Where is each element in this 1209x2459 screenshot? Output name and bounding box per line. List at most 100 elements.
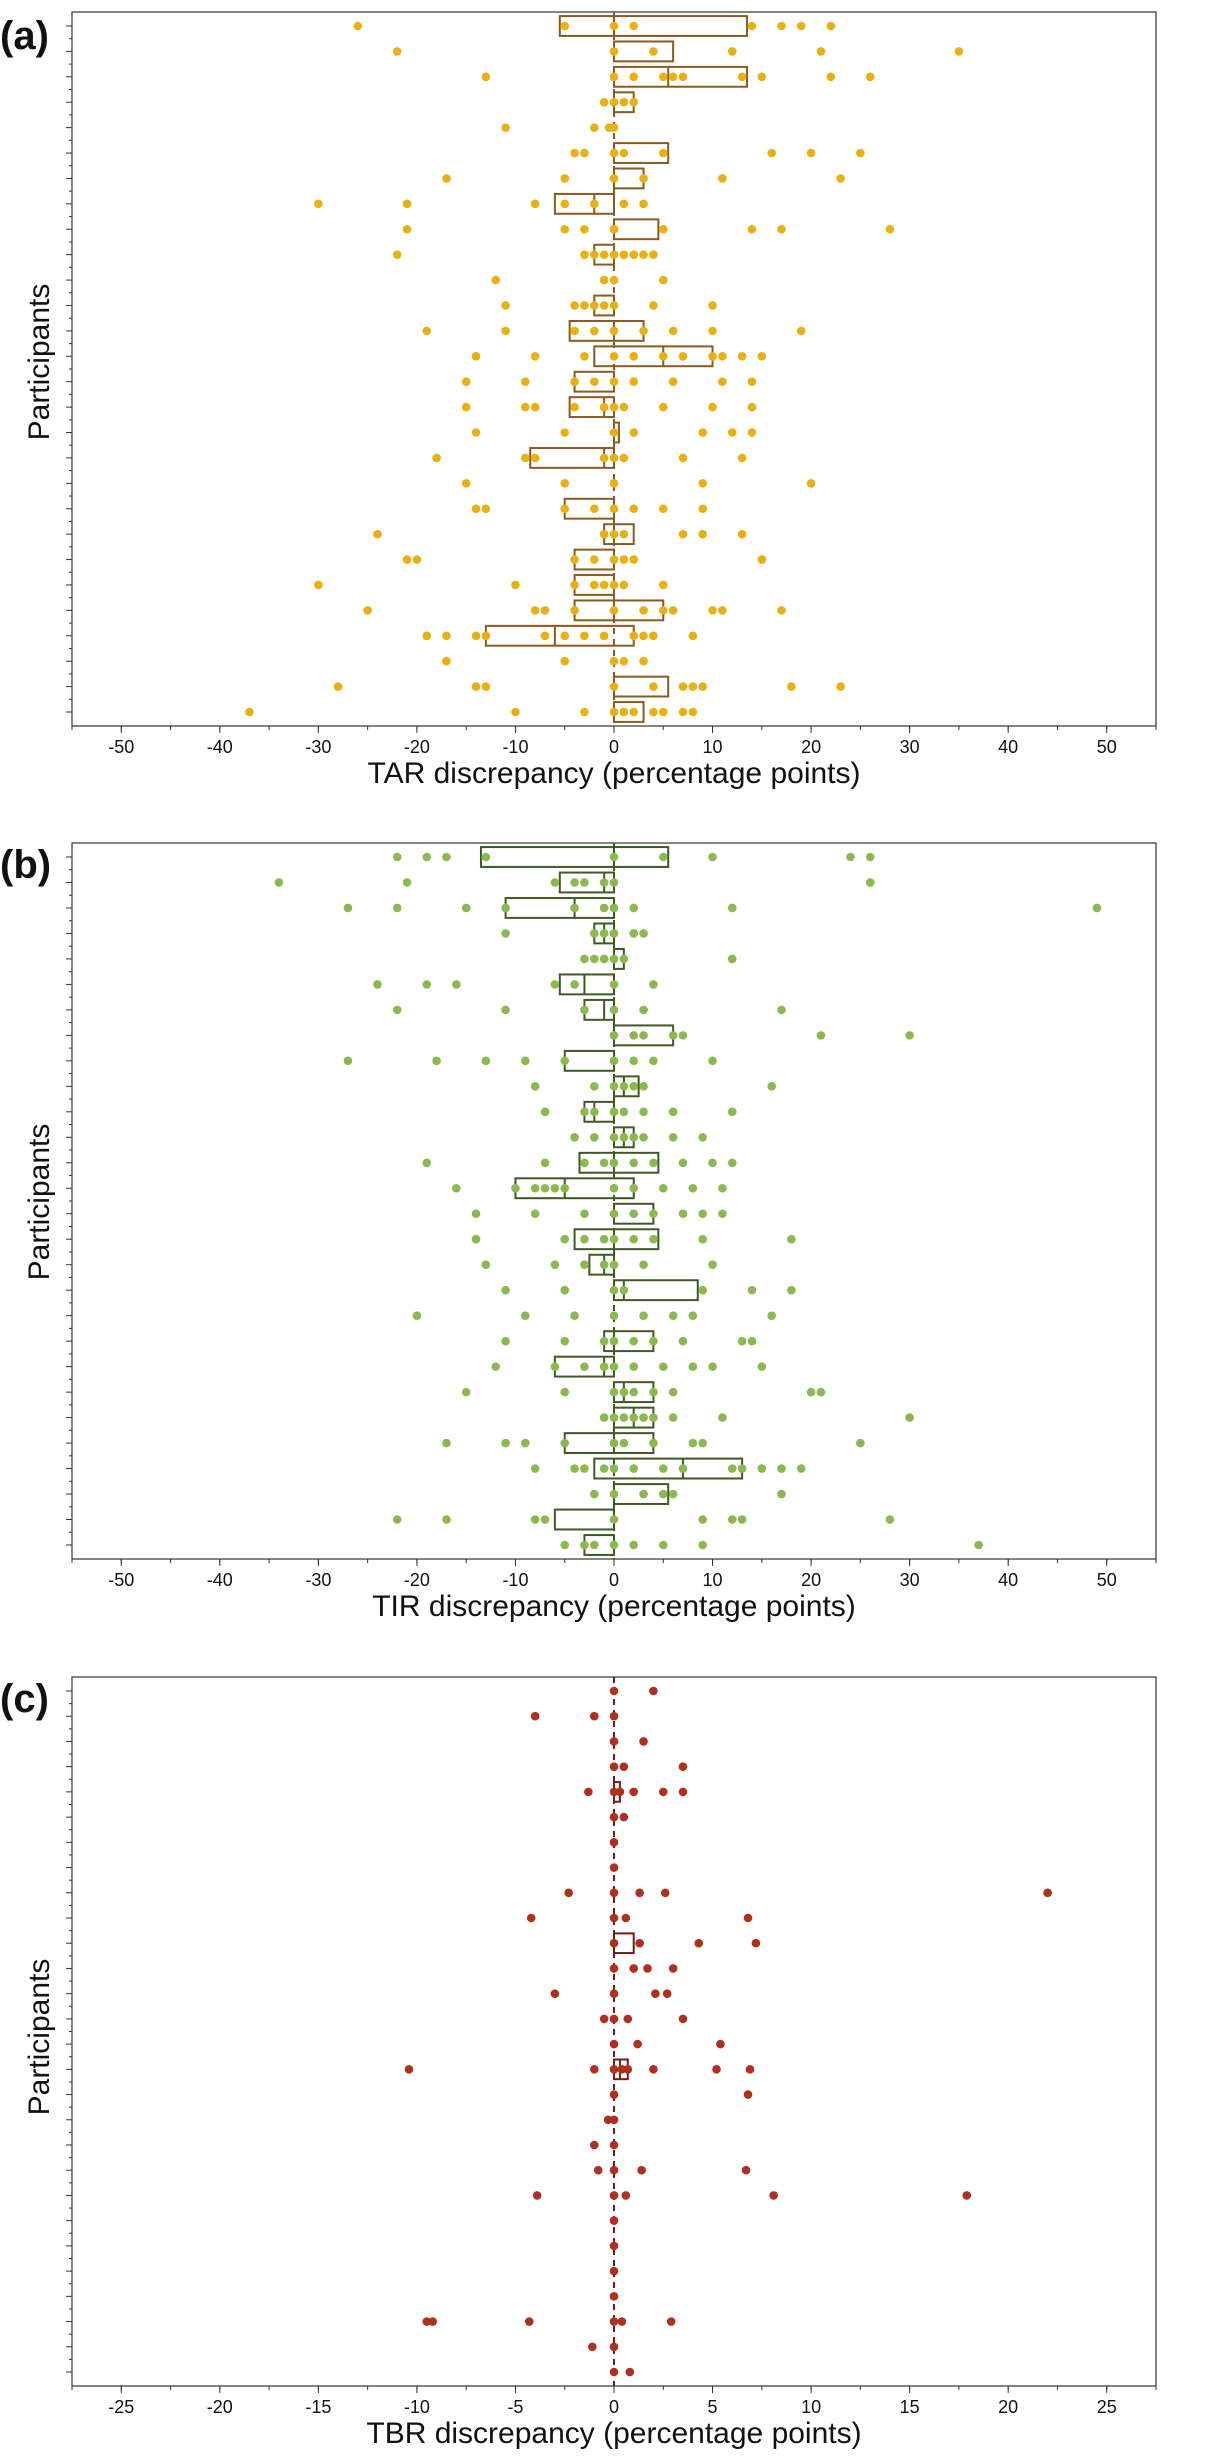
- data-point: [658, 852, 668, 862]
- x-tick-label: 25: [1097, 2397, 1117, 2417]
- data-point: [708, 1056, 717, 1066]
- data-point: [737, 529, 747, 539]
- data-point: [639, 1413, 648, 1422]
- data-point: [649, 1387, 658, 1397]
- data-point: [635, 1888, 644, 1898]
- data-point: [668, 72, 678, 82]
- data-point: [550, 878, 560, 887]
- data-point: [637, 2165, 646, 2175]
- data-point: [619, 954, 629, 964]
- data-point: [432, 1056, 441, 1066]
- data-point: [570, 1311, 579, 1320]
- data-point: [560, 174, 570, 183]
- data-point: [599, 878, 609, 887]
- data-point: [560, 1387, 570, 1397]
- data-point: [865, 72, 875, 82]
- data-point: [402, 555, 412, 564]
- data-point: [599, 453, 609, 463]
- data-point: [580, 954, 589, 964]
- data-point: [787, 1234, 796, 1244]
- data-point: [777, 1005, 786, 1015]
- data-point: [609, 2342, 619, 2352]
- data-point: [643, 1964, 652, 1973]
- data-point: [737, 351, 747, 361]
- data-point: [589, 1082, 599, 1091]
- data-point: [629, 903, 639, 913]
- data-point: [708, 1260, 717, 1270]
- data-point: [629, 351, 639, 361]
- data-point: [826, 72, 836, 82]
- data-point: [599, 1464, 609, 1473]
- data-point: [501, 1438, 510, 1448]
- data-point: [609, 1107, 619, 1117]
- data-point: [688, 1438, 698, 1448]
- iqr-box: [613, 218, 660, 241]
- data-point: [662, 1989, 672, 1998]
- data-point: [666, 2317, 676, 2326]
- data-point: [471, 428, 481, 437]
- data-point: [540, 1107, 550, 1117]
- data-point: [856, 148, 865, 158]
- data-point: [589, 2065, 599, 2074]
- data-point: [629, 1082, 639, 1091]
- data-point: [619, 1438, 629, 1448]
- data-point: [560, 1056, 570, 1066]
- data-point: [580, 1260, 589, 1270]
- data-point: [698, 1515, 707, 1524]
- data-point: [619, 1107, 629, 1117]
- data-point: [954, 47, 964, 56]
- data-point: [747, 1336, 757, 1346]
- iqr-box: [578, 1151, 660, 1174]
- data-point: [649, 2065, 658, 2074]
- data-point: [461, 903, 471, 913]
- data-point: [540, 631, 550, 641]
- data-point: [668, 1489, 678, 1499]
- data-point: [639, 1005, 648, 1015]
- data-point: [589, 301, 599, 310]
- data-point: [619, 453, 629, 463]
- data-point: [589, 929, 599, 938]
- data-point: [727, 903, 737, 913]
- data-point: [404, 2065, 414, 2074]
- data-point: [743, 1913, 753, 1923]
- data-point: [580, 1362, 589, 1371]
- data-point: [649, 1413, 658, 1422]
- data-point: [442, 174, 451, 183]
- data-point: [649, 301, 658, 310]
- data-point: [658, 72, 668, 82]
- data-point: [649, 682, 658, 691]
- data-point: [609, 47, 619, 56]
- data-point: [668, 1311, 678, 1320]
- data-point: [442, 852, 451, 862]
- data-point: [471, 504, 481, 514]
- x-tick-label: 5: [708, 2397, 718, 2417]
- data-point: [589, 1711, 599, 1721]
- data-point: [621, 1913, 631, 1923]
- x-tick-label: -20: [207, 2397, 233, 2417]
- x-tick-label: -25: [108, 2397, 134, 2417]
- data-point: [609, 1234, 619, 1244]
- data-point: [727, 1107, 737, 1117]
- data-point: [737, 72, 747, 82]
- data-point: [629, 1964, 639, 1973]
- data-point: [570, 580, 579, 590]
- data-point: [658, 707, 668, 717]
- data-point: [905, 1031, 914, 1040]
- data-point: [589, 199, 599, 209]
- data-point: [649, 1234, 658, 1244]
- data-point: [501, 1336, 510, 1346]
- data-point: [501, 1005, 510, 1015]
- data-point: [580, 250, 589, 259]
- data-point: [629, 1183, 639, 1193]
- data-point: [727, 1515, 737, 1524]
- data-point: [609, 123, 619, 132]
- data-point: [442, 1515, 451, 1524]
- data-point: [629, 97, 639, 107]
- data-point: [639, 1132, 648, 1142]
- iqr-box: [613, 167, 645, 190]
- data-point: [481, 72, 491, 82]
- data-point: [745, 2065, 755, 2074]
- data-point: [589, 250, 599, 259]
- data-point: [629, 1362, 639, 1371]
- x-tick-label: -30: [305, 1570, 331, 1590]
